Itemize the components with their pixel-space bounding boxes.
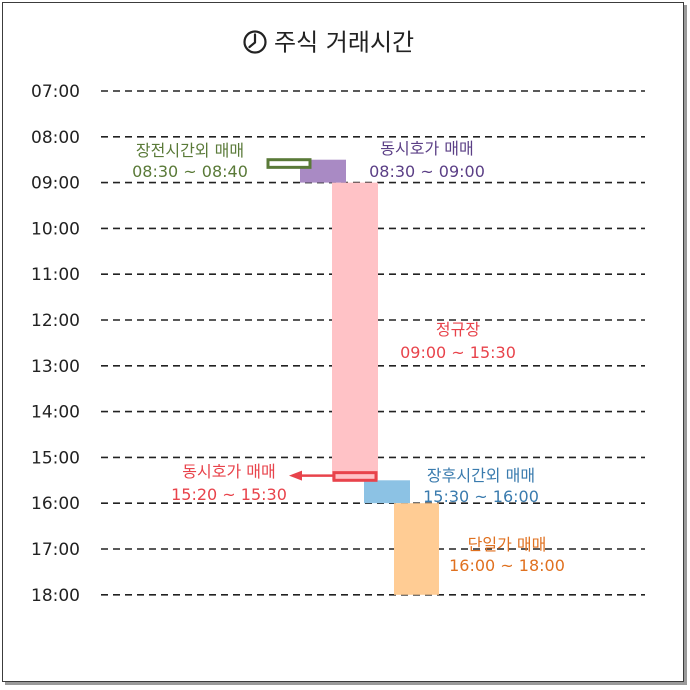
regular-session-bar — [332, 182, 378, 481]
hour-label: 11:00 — [31, 265, 80, 285]
closing-call-auction-name: 동시호가 매매 — [182, 462, 275, 481]
hour-label: 08:00 — [31, 128, 80, 148]
single-price-trading-name: 단일가 매매 — [468, 535, 547, 554]
arrow-left-icon — [289, 470, 302, 481]
hour-label: 15:00 — [31, 448, 80, 468]
hour-label: 09:00 — [31, 174, 80, 194]
time-grid: 07:00 08:00 09:00 10:00 11:00 12:00 13:00 14:00… — [31, 82, 645, 606]
hour-label: 07:00 — [31, 82, 80, 102]
closing-call-auction-bar — [332, 471, 378, 482]
page-title: 주식 거래시간 — [274, 29, 414, 57]
session-bars — [266, 158, 439, 595]
single-price-trading-time: 16:00 ~ 18:00 — [449, 556, 565, 575]
pre-market-off-hours-bar — [266, 158, 312, 169]
single-price-trading-bar — [394, 503, 439, 595]
pre-market-off-hours-time: 08:30 ~ 08:40 — [132, 162, 248, 181]
hour-label: 14:00 — [31, 403, 80, 423]
pre-market-off-hours-name: 장전시간외 매매 — [136, 141, 244, 160]
after-hours-closing-bar — [364, 480, 410, 504]
regular-session-time: 09:00 ~ 15:30 — [400, 343, 516, 362]
after-hours-closing-name: 장후시간외 매매 — [427, 466, 535, 485]
hour-label: 16:00 — [31, 494, 80, 514]
opening-call-auction-name: 동시호가 매매 — [380, 139, 473, 158]
hour-label: 13:00 — [31, 357, 80, 377]
clock-icon — [243, 30, 267, 54]
diagram-frame: 주식 거래시간 07:00 08:00 09:00 10:00 11:00 12:00 13… — [2, 2, 684, 682]
hour-label: 12:00 — [31, 311, 80, 331]
hour-label: 10:00 — [31, 219, 80, 239]
hour-label: 18:00 — [31, 586, 80, 606]
hour-label: 17:00 — [31, 540, 80, 560]
trading-hours-diagram: 주식 거래시간 07:00 08:00 09:00 10:00 11:00 12:00 13… — [31, 29, 645, 606]
session-labels: 장전시간외 매매 08:30 ~ 08:40 동시호가 매매 08:30 ~ 09:0… — [132, 139, 565, 575]
regular-session-name: 정규장 — [436, 320, 480, 339]
opening-call-auction-time: 08:30 ~ 09:00 — [369, 162, 485, 181]
closing-call-auction-time: 15:20 ~ 15:30 — [171, 485, 287, 504]
after-hours-closing-time: 15:30 ~ 16:00 — [423, 487, 539, 506]
